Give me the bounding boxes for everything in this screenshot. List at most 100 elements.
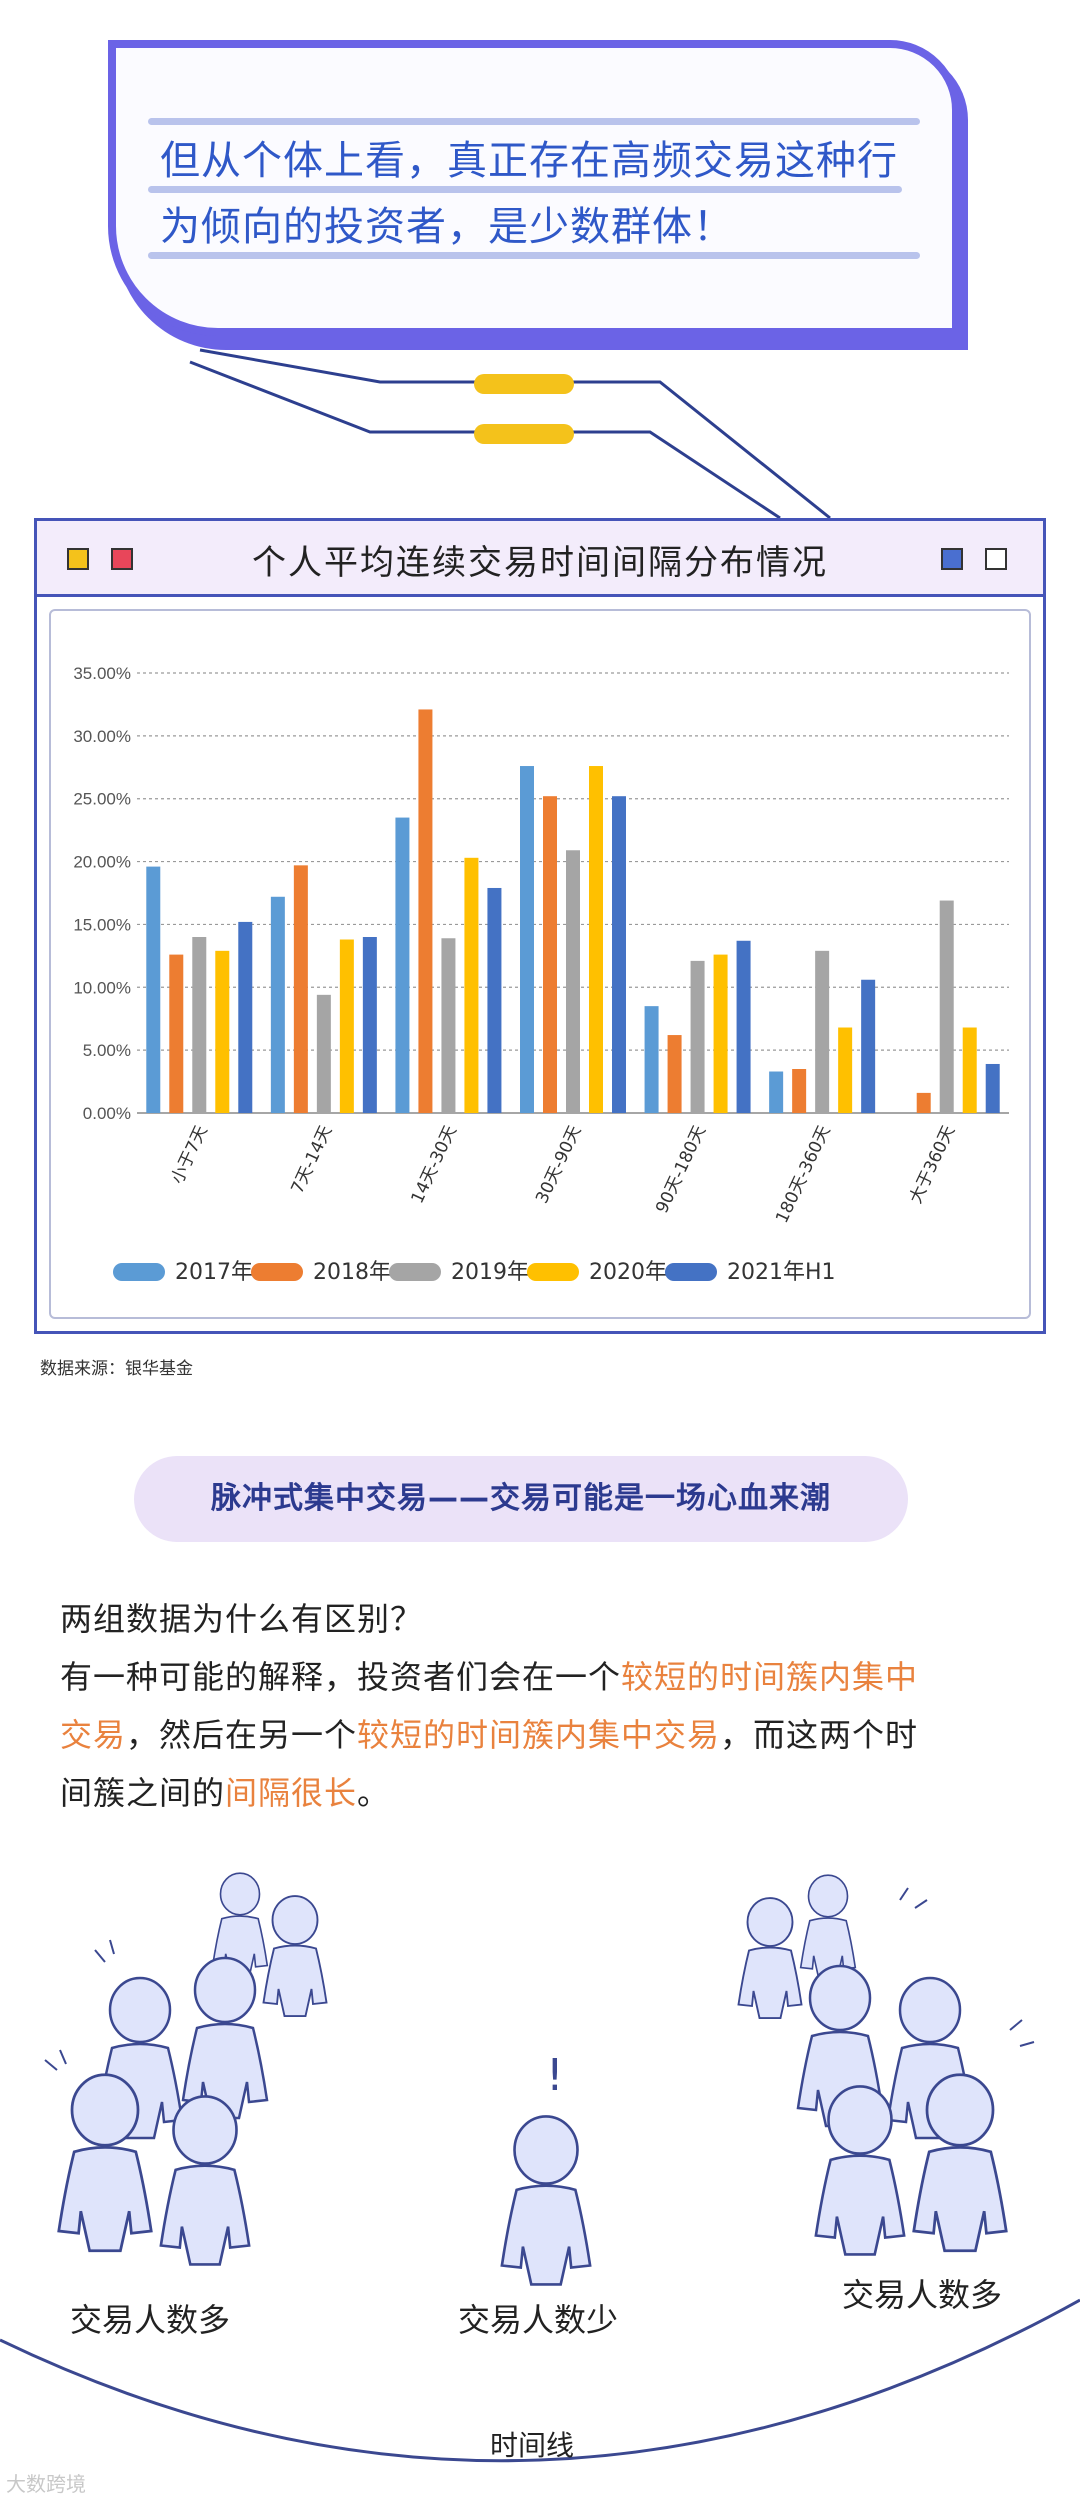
chart-panel-header: 个人平均连续交易时间间隔分布情况 bbox=[37, 521, 1043, 597]
bar bbox=[238, 921, 253, 1113]
bar bbox=[362, 937, 377, 1113]
highlight-span: 间隔很长 bbox=[225, 1774, 358, 1812]
bar bbox=[815, 950, 830, 1113]
y-tick-label: 15.00% bbox=[73, 915, 131, 934]
bar bbox=[566, 850, 580, 1113]
window-white-square-icon bbox=[985, 548, 1007, 570]
bar bbox=[861, 979, 876, 1113]
bar bbox=[464, 857, 479, 1113]
bar bbox=[736, 940, 751, 1113]
bar bbox=[520, 766, 534, 1113]
connector-lines bbox=[189, 348, 831, 520]
bar bbox=[644, 1006, 659, 1113]
legend-swatch bbox=[113, 1263, 165, 1281]
chart-title: 个人平均连续交易时间间隔分布情况 bbox=[252, 543, 828, 583]
highlight-span: 较短的时间簇内集中交易 bbox=[357, 1716, 721, 1754]
y-tick-label: 25.00% bbox=[73, 790, 131, 809]
bar bbox=[169, 954, 184, 1113]
paragraph-line-1: 有一种可能的解释，投资者们会在一个较短的时间簇内集中 bbox=[60, 1652, 918, 1698]
bar bbox=[146, 866, 161, 1113]
watermark: 大数跨境 bbox=[6, 2472, 86, 2496]
bar bbox=[939, 900, 954, 1113]
bar-chart: 0.00% 5.00% 10.00% 15.00% 20.00% 25.00% 30.00%… bbox=[73, 664, 1009, 1285]
legend-swatch bbox=[665, 1263, 717, 1281]
bar bbox=[589, 766, 603, 1113]
highlight-span: 交易 bbox=[60, 1716, 127, 1754]
bar bbox=[270, 896, 285, 1113]
person-figure bbox=[57, 2073, 153, 2253]
exclamation-icon: ! bbox=[546, 2050, 564, 2101]
person-figure bbox=[159, 2095, 251, 2266]
x-tick-label: 90天-180天 bbox=[652, 1123, 710, 1217]
yellow-pill bbox=[474, 424, 574, 444]
legend-swatch bbox=[251, 1263, 303, 1281]
bar bbox=[667, 1035, 682, 1113]
bar bbox=[962, 1027, 977, 1113]
data-source: 数据来源：银华基金 bbox=[40, 1359, 193, 1379]
bar bbox=[838, 1027, 853, 1113]
bubble-text-line2: 为倾向的投资者，是少数群体！ bbox=[160, 204, 734, 250]
legend-swatch bbox=[389, 1263, 441, 1281]
x-tick-label: 大于360天 bbox=[906, 1123, 959, 1207]
bubble-text-line1: 但从个体上看，真正存在高频交易这种行 bbox=[160, 138, 898, 184]
x-tick-label: 30天-90天 bbox=[532, 1123, 585, 1207]
caption-left: 交易人数多 bbox=[70, 2301, 231, 2339]
x-tick-label: 7天-14天 bbox=[288, 1123, 337, 1197]
bar bbox=[769, 1071, 784, 1113]
bar bbox=[192, 937, 207, 1113]
bubble-rule bbox=[148, 186, 902, 193]
bar bbox=[487, 887, 502, 1113]
bubble-rule bbox=[148, 118, 920, 125]
legend-label: 2018年 bbox=[313, 1260, 391, 1285]
paragraph-line-2: 交易，然后在另一个较短的时间簇内集中交易，而这两个时 bbox=[60, 1710, 918, 1756]
bar bbox=[339, 939, 354, 1113]
motion-marks bbox=[899, 1887, 928, 1909]
text-span: ，然后在另一个 bbox=[126, 1716, 358, 1754]
window-red-square-icon bbox=[111, 548, 133, 570]
legend-label: 2021年H1 bbox=[727, 1260, 836, 1285]
y-tick-label: 20.00% bbox=[73, 853, 131, 872]
y-tick-label: 30.00% bbox=[73, 727, 131, 746]
bar bbox=[215, 950, 230, 1113]
person-figure bbox=[262, 1895, 328, 2017]
crowd-illustration: ! bbox=[0, 1872, 1080, 2463]
bar bbox=[441, 938, 456, 1113]
person-figure bbox=[799, 1874, 857, 1981]
window-blue-square-icon bbox=[941, 548, 963, 570]
legend-swatch bbox=[527, 1263, 579, 1281]
person-figure bbox=[500, 2115, 592, 2286]
yellow-pill bbox=[474, 374, 574, 394]
person-figure bbox=[912, 2073, 1008, 2253]
x-tick-label: 180天-360天 bbox=[772, 1123, 835, 1227]
y-tick-label: 5.00% bbox=[83, 1041, 131, 1060]
motion-marks bbox=[44, 2049, 67, 2071]
y-tick-label: 10.00% bbox=[73, 978, 131, 997]
bar bbox=[316, 994, 331, 1113]
bar bbox=[543, 796, 557, 1113]
caption-right: 交易人数多 bbox=[842, 2276, 1003, 2314]
motion-marks bbox=[1009, 2019, 1035, 2047]
bar bbox=[713, 954, 728, 1113]
timeline-arc bbox=[0, 2298, 1080, 2463]
bar bbox=[612, 796, 626, 1113]
highlight-span: 较短的时间簇内集中 bbox=[621, 1658, 919, 1696]
paragraph-line-3: 间簇之间的间隔很长。 bbox=[60, 1768, 390, 1814]
chart-panel: 个人平均连续交易时间间隔分布情况 0.00% 5.00% 10.00% 15.00% 2… bbox=[34, 518, 1046, 1334]
paragraph-question: 两组数据为什么有区别？ bbox=[60, 1600, 424, 1638]
bar bbox=[395, 817, 410, 1113]
bubble-rule bbox=[148, 252, 920, 259]
bar bbox=[690, 960, 705, 1113]
text-span: 。 bbox=[357, 1774, 391, 1812]
bar bbox=[916, 1092, 931, 1113]
window-yellow-square-icon bbox=[67, 548, 89, 570]
motion-marks bbox=[94, 1939, 115, 1963]
x-tick-label: 小于7天 bbox=[168, 1123, 212, 1187]
legend-label: 2019年 bbox=[451, 1260, 529, 1285]
text-span: ，而这两个时 bbox=[720, 1716, 919, 1754]
bar bbox=[985, 1063, 1000, 1113]
y-tick-label: 0.00% bbox=[83, 1104, 131, 1123]
legend-label: 2017年 bbox=[175, 1260, 253, 1285]
y-tick-label: 35.00% bbox=[73, 664, 131, 683]
person-figure bbox=[181, 1956, 269, 2120]
plot-frame bbox=[49, 609, 1031, 1319]
